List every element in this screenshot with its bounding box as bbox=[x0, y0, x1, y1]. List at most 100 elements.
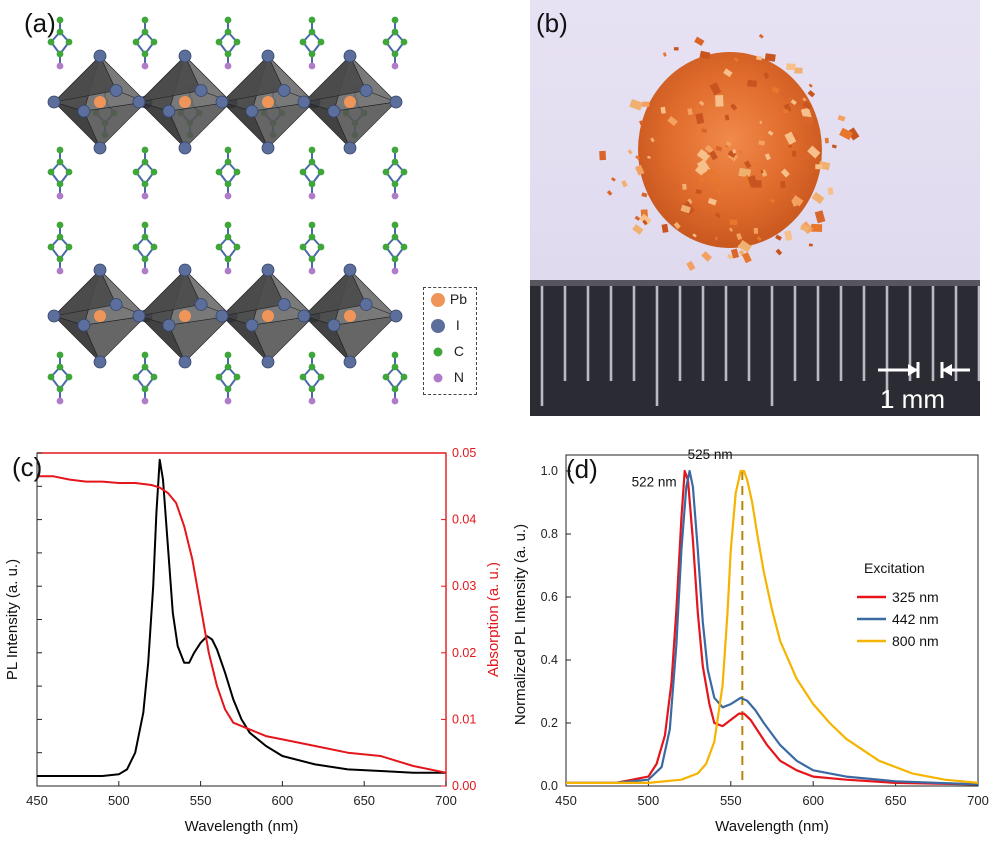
iodine-atom bbox=[343, 49, 357, 63]
carbon-atom bbox=[391, 28, 399, 36]
crystal-flake bbox=[642, 219, 648, 226]
iodine-atom bbox=[77, 318, 91, 332]
organic-cation bbox=[215, 221, 241, 275]
pbi6-octahedron bbox=[297, 263, 403, 369]
pb-atom bbox=[179, 310, 191, 322]
iodine-atom bbox=[245, 104, 259, 118]
right-y-tick-label: 0.00 bbox=[452, 779, 476, 793]
carbon-atom bbox=[308, 385, 316, 393]
pbi6-octahedron bbox=[297, 49, 403, 155]
right-y-tick-label: 0.03 bbox=[452, 579, 476, 593]
crystal-flake bbox=[837, 114, 846, 122]
crystal-flake bbox=[738, 167, 752, 178]
crystal-flake bbox=[824, 137, 829, 144]
pb-atom bbox=[94, 96, 106, 108]
crystal-flake bbox=[701, 251, 712, 262]
carbon-atom bbox=[215, 38, 223, 46]
x-tick-label: 500 bbox=[638, 793, 660, 808]
crystal-flake bbox=[814, 210, 826, 224]
carbon-atom bbox=[150, 373, 158, 381]
carbon-atom bbox=[56, 363, 64, 371]
iodine-atom bbox=[359, 298, 373, 311]
crystal-flake bbox=[807, 145, 821, 159]
x-tick-label: 700 bbox=[435, 793, 457, 808]
crystal-flake bbox=[698, 100, 705, 106]
crystal-flake bbox=[627, 149, 633, 155]
crystal-flake bbox=[641, 192, 648, 198]
crystal-flake bbox=[660, 106, 666, 114]
carbon-atom bbox=[47, 38, 55, 46]
organic-cation bbox=[132, 146, 158, 200]
legend-title: Excitation bbox=[864, 560, 925, 576]
crystal-flake bbox=[780, 181, 786, 189]
iodine-atom bbox=[178, 49, 192, 63]
crystal-flake bbox=[729, 219, 738, 226]
y-tick-label: 0.0 bbox=[541, 779, 558, 793]
nitrogen-atom bbox=[391, 397, 399, 405]
x-axis-label: Wavelength (nm) bbox=[715, 818, 829, 835]
carbon-atom bbox=[299, 38, 307, 46]
x-tick-label: 500 bbox=[108, 793, 130, 808]
carbon-atom bbox=[308, 158, 316, 166]
carbon-atom bbox=[308, 16, 316, 24]
carbon-atom bbox=[308, 221, 316, 229]
carbon-atom bbox=[224, 16, 232, 24]
crystal-flake bbox=[724, 114, 730, 121]
atom-legend: Pb I C N bbox=[423, 287, 477, 395]
organic-cation bbox=[215, 16, 241, 70]
carbon-atom bbox=[150, 38, 158, 46]
carbon-atom bbox=[215, 243, 223, 251]
crystal-flake bbox=[634, 215, 641, 221]
crystal-pile bbox=[638, 52, 822, 248]
scale-bar-label: 1 mm bbox=[880, 384, 945, 414]
carbon-atom bbox=[56, 180, 64, 188]
y-tick-label: 0.2 bbox=[541, 716, 558, 730]
crystal-flake bbox=[733, 57, 739, 63]
carbon-atom bbox=[391, 146, 399, 154]
carbon-atom bbox=[150, 168, 158, 176]
carbon-atom bbox=[391, 180, 399, 188]
plot-frame bbox=[36, 452, 447, 787]
n-atom-icon bbox=[433, 373, 443, 383]
crystal-flake bbox=[808, 83, 813, 88]
x-axis-label: Wavelength (nm) bbox=[185, 818, 299, 835]
panel-b-label: (b) bbox=[536, 8, 568, 38]
carbon-atom bbox=[233, 168, 241, 176]
carbon-atom bbox=[56, 351, 64, 359]
iodine-atom bbox=[77, 104, 91, 118]
crystal-flake bbox=[707, 169, 715, 175]
organic-cation bbox=[47, 351, 73, 405]
carbon-atom bbox=[308, 50, 316, 58]
crystal-flake bbox=[743, 160, 752, 169]
right-y-axis-label: Absorption (a. u.) bbox=[485, 562, 500, 677]
carbon-atom bbox=[56, 158, 64, 166]
organic-cation bbox=[132, 351, 158, 405]
crystal-flake bbox=[694, 165, 705, 176]
crystal-flake bbox=[807, 90, 816, 98]
crystal-flake bbox=[784, 230, 793, 241]
legend-pb-label: Pb bbox=[449, 291, 468, 307]
carbon-atom bbox=[65, 168, 73, 176]
carbon-atom bbox=[141, 221, 149, 229]
iodine-atom bbox=[178, 263, 192, 277]
carbon-atom bbox=[56, 50, 64, 58]
pl-absorption-panel: 450 500 550 600 650 700 0.00 0.01 0.02 0.03 0.04 0.… bbox=[0, 440, 502, 839]
y-tick-label: 0.6 bbox=[541, 590, 558, 604]
crystal-flake bbox=[639, 213, 652, 226]
carbon-atom bbox=[47, 243, 55, 251]
crystal-flake bbox=[723, 68, 733, 78]
legend-n: N bbox=[430, 369, 464, 386]
organic-cation bbox=[299, 146, 325, 200]
crystal-flake bbox=[724, 144, 729, 149]
crystal-flake bbox=[839, 127, 853, 141]
carbon-atom bbox=[65, 38, 73, 46]
nitrogen-atom bbox=[391, 267, 399, 275]
normalized-pl-panel: 450 500 550 600 650 700 0.0 0.2 0.4 0.6 0.8 1.0 Wave… bbox=[500, 440, 994, 839]
carbon-atom bbox=[132, 243, 140, 251]
crystal-flake bbox=[632, 224, 644, 235]
iodine-atom bbox=[277, 84, 291, 97]
pb-atom bbox=[344, 96, 356, 108]
crystal-flake bbox=[668, 181, 682, 194]
crystal-flake bbox=[738, 240, 752, 253]
legend-label: 442 nm bbox=[892, 611, 939, 627]
